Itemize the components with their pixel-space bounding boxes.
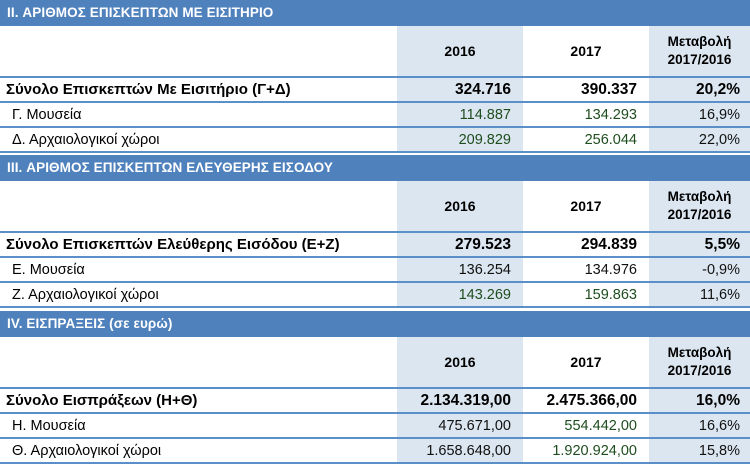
change-header-line2: 2017/2016 xyxy=(667,363,732,378)
row-label: Δ. Αρχαιολογικοί χώροι xyxy=(12,131,160,148)
value-2016: 209.829 xyxy=(397,128,523,151)
table-row: Ε. Μουσεία 136.254 134.976 -0,9% xyxy=(0,258,750,283)
section-free-entry-visitors: III. ΑΡΙΘΜΟΣ ΕΠΙΣΚΕΠΤΩΝ ΕΛΕΥΘΕΡΗΣ ΕΙΣΟΔΟ… xyxy=(0,155,750,308)
row-label: Γ. Μουσεία xyxy=(12,106,82,123)
section-title: III. ΑΡΙΘΜΟΣ ΕΠΙΣΚΕΠΤΩΝ ΕΛΕΥΘΕΡΗΣ ΕΙΣΟΔΟ… xyxy=(0,155,750,181)
column-header-change: Μεταβολή 2017/2016 xyxy=(649,26,750,76)
row-label: Θ. Αρχαιολογικοί χώροι xyxy=(12,442,162,459)
value-2017: 294.839 xyxy=(580,235,637,253)
row-label: Σύνολο Επισκεπτών Με Εισιτήριο (Γ+Δ) xyxy=(6,81,291,98)
column-header-2017: 2017 xyxy=(570,43,602,59)
table-row: Γ. Μουσεία 114.887 134.293 16,9% xyxy=(0,103,750,128)
value-change: 20,2% xyxy=(649,78,750,101)
section-title: IV. ΕΙΣΠΡΑΞΕΙΣ (σε ευρώ) xyxy=(0,311,750,337)
blank-header-cell xyxy=(0,337,397,387)
row-label: Σύνολο Επισκεπτών Ελεύθερης Εισόδου (Ε+Ζ… xyxy=(6,236,340,253)
value-2017: 159.863 xyxy=(584,286,637,303)
row-label: Σύνολο Εισπράξεων (Η+Θ) xyxy=(6,392,198,409)
row-label: Ζ. Αρχαιολογικοί χώροι xyxy=(12,286,159,303)
column-header-2016: 2016 xyxy=(397,26,523,76)
value-2016: 114.887 xyxy=(397,103,523,126)
value-2017: 2.475.366,00 xyxy=(546,391,637,409)
value-2016: 2.134.319,00 xyxy=(397,389,523,412)
table-row: Η. Μουσεία 475.671,00 554.442,00 16,6% xyxy=(0,414,750,439)
section-revenue: IV. ΕΙΣΠΡΑΞΕΙΣ (σε ευρώ) 2016 2017 Μεταβ… xyxy=(0,311,750,464)
value-2016: 136.254 xyxy=(397,258,523,281)
change-header-line1: Μεταβολή xyxy=(667,189,732,204)
column-header-2016: 2016 xyxy=(397,181,523,231)
value-2017: 554.442,00 xyxy=(564,417,637,434)
table-row: Δ. Αρχαιολογικοί χώροι 209.829 256.044 2… xyxy=(0,128,750,153)
column-header-row: 2016 2017 Μεταβολή 2017/2016 xyxy=(0,26,750,78)
column-header-2016: 2016 xyxy=(397,337,523,387)
row-label: Η. Μουσεία xyxy=(12,417,86,434)
column-header-change: Μεταβολή 2017/2016 xyxy=(649,181,750,231)
column-header-2017: 2017 xyxy=(570,198,602,214)
blank-header-cell xyxy=(0,26,397,76)
total-row: Σύνολο Εισπράξεων (Η+Θ) 2.134.319,00 2.4… xyxy=(0,389,750,414)
value-2017: 256.044 xyxy=(584,131,637,148)
total-row: Σύνολο Επισκεπτών Ελεύθερης Εισόδου (Ε+Ζ… xyxy=(0,233,750,258)
column-header-row: 2016 2017 Μεταβολή 2017/2016 xyxy=(0,181,750,233)
row-label: Ε. Μουσεία xyxy=(12,261,85,278)
value-change: 11,6% xyxy=(649,283,750,306)
table-row: Θ. Αρχαιολογικοί χώροι 1.658.648,00 1.92… xyxy=(0,439,750,464)
value-change: 16,0% xyxy=(649,389,750,412)
value-2017: 390.337 xyxy=(580,80,637,98)
column-header-row: 2016 2017 Μεταβολή 2017/2016 xyxy=(0,337,750,389)
value-2017: 134.976 xyxy=(584,261,637,278)
value-2017: 1.920.924,00 xyxy=(552,442,637,459)
value-2016: 324.716 xyxy=(397,78,523,101)
value-2016: 143.269 xyxy=(397,283,523,306)
column-header-change: Μεταβολή 2017/2016 xyxy=(649,337,750,387)
value-change: 16,9% xyxy=(649,103,750,126)
change-header-line1: Μεταβολή xyxy=(667,34,732,49)
change-header-line1: Μεταβολή xyxy=(667,345,732,360)
blank-header-cell xyxy=(0,181,397,231)
value-2016: 1.658.648,00 xyxy=(397,439,523,462)
value-change: 22,0% xyxy=(649,128,750,151)
value-change: -0,9% xyxy=(649,258,750,281)
section-ticketed-visitors: II. ΑΡΙΘΜΟΣ ΕΠΙΣΚΕΠΤΩΝ ΜΕ ΕΙΣΙΤΗΡΙΟ 2016… xyxy=(0,0,750,153)
column-header-2017: 2017 xyxy=(570,354,602,370)
value-change: 15,8% xyxy=(649,439,750,462)
section-title: II. ΑΡΙΘΜΟΣ ΕΠΙΣΚΕΠΤΩΝ ΜΕ ΕΙΣΙΤΗΡΙΟ xyxy=(0,0,750,26)
value-change: 5,5% xyxy=(649,233,750,256)
value-2016: 475.671,00 xyxy=(397,414,523,437)
table-row: Ζ. Αρχαιολογικοί χώροι 143.269 159.863 1… xyxy=(0,283,750,308)
total-row: Σύνολο Επισκεπτών Με Εισιτήριο (Γ+Δ) 324… xyxy=(0,78,750,103)
value-2017: 134.293 xyxy=(584,106,637,123)
change-header-line2: 2017/2016 xyxy=(667,207,732,222)
value-2016: 279.523 xyxy=(397,233,523,256)
value-change: 16,6% xyxy=(649,414,750,437)
change-header-line2: 2017/2016 xyxy=(667,52,732,67)
